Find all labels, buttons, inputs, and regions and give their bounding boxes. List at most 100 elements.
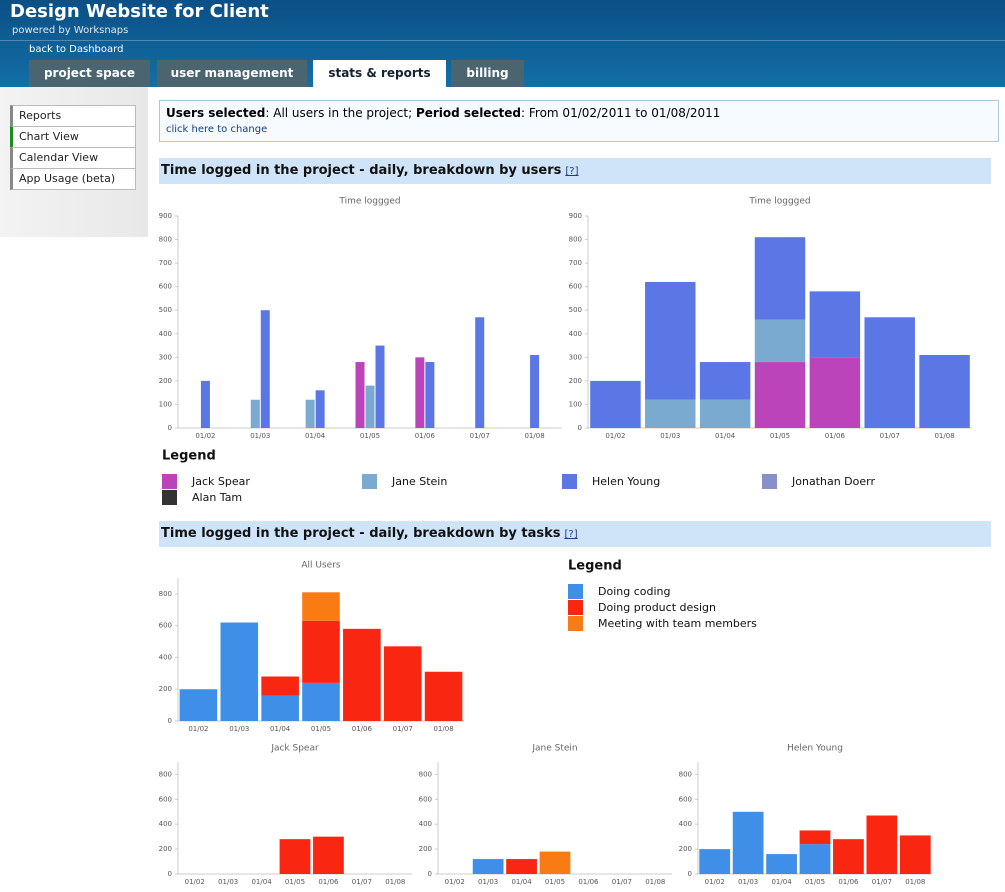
y-tick-label: 600 [679, 795, 692, 803]
help-link[interactable]: [?] [565, 166, 579, 177]
x-tick-label: 01/04 [305, 432, 326, 440]
y-tick-label: 0 [688, 870, 692, 878]
x-tick-label: 01/02 [605, 432, 625, 440]
separator [0, 40, 1005, 41]
y-tick-label: 800 [569, 236, 582, 244]
label: Users selected [166, 106, 266, 120]
bar-segment [220, 622, 259, 721]
bar-segment [732, 811, 764, 874]
bar-segment [179, 689, 218, 721]
legend-swatch [362, 474, 377, 489]
legend-label: Alan Tam [192, 491, 242, 504]
menu-item[interactable]: App Usage (beta) [10, 168, 136, 190]
bar-segment [699, 399, 751, 428]
bar [315, 390, 325, 428]
y-tick-label: 300 [569, 353, 582, 361]
x-tick-label: 01/06 [838, 878, 859, 886]
bar [305, 399, 315, 428]
y-tick-label: 600 [159, 795, 172, 803]
y-tick-label: 200 [569, 377, 582, 385]
y-tick-label: 600 [419, 795, 432, 803]
x-tick-label: 01/07 [880, 432, 900, 440]
legend-label: Jane Stein [391, 475, 447, 488]
bar-segment [899, 835, 931, 874]
y-tick-label: 100 [159, 400, 172, 408]
y-tick-label: 600 [159, 622, 172, 630]
y-tick-label: 200 [159, 845, 172, 853]
bar-segment [809, 357, 861, 428]
bar-segment [754, 362, 806, 428]
y-tick-label: 0 [168, 870, 172, 878]
y-tick-label: 400 [159, 820, 172, 828]
x-tick-label: 01/08 [433, 725, 453, 733]
y-tick-label: 400 [679, 820, 692, 828]
legend-label: Doing coding [598, 585, 670, 598]
y-tick-label: 0 [578, 424, 582, 432]
bar-segment [699, 849, 731, 874]
x-tick-label: 01/02 [445, 878, 465, 886]
x-tick-label: 01/06 [578, 878, 599, 886]
bar-segment [864, 317, 915, 428]
y-tick-label: 400 [419, 820, 432, 828]
x-tick-label: 01/05 [805, 878, 825, 886]
bar-segment [424, 671, 463, 721]
legend-swatch [162, 474, 177, 489]
bar-segment [699, 362, 751, 400]
tab[interactable]: billing [451, 60, 524, 87]
menu-item[interactable]: Reports [10, 105, 136, 127]
x-tick-label: 01/05 [770, 432, 790, 440]
x-tick-label: 01/04 [771, 878, 792, 886]
x-tick-label: 01/06 [352, 725, 373, 733]
bar-segment [809, 291, 861, 358]
y-tick-label: 800 [159, 236, 172, 244]
y-tick-label: 700 [159, 259, 172, 267]
bar-segment [754, 237, 806, 320]
bar-segment [919, 354, 970, 428]
bar-segment [833, 839, 864, 874]
help-link[interactable]: [?] [564, 529, 578, 540]
chart-title: Time loggged [748, 197, 810, 207]
menu-item[interactable]: Calendar View [10, 147, 136, 169]
x-tick-label: 01/05 [360, 432, 380, 440]
tab[interactable]: stats & reports [313, 60, 446, 87]
legend-swatch [162, 490, 177, 505]
x-tick-label: 01/08 [645, 878, 665, 886]
y-tick-label: 500 [569, 306, 582, 314]
text: : All users in the project; [265, 106, 416, 120]
x-tick-label: 01/08 [934, 432, 954, 440]
bar-segment [506, 859, 537, 874]
x-tick-label: 01/04 [251, 878, 272, 886]
y-tick-label: 800 [159, 590, 172, 598]
bar-segment [302, 682, 340, 721]
y-tick-label: 100 [569, 400, 582, 408]
bar-segment [766, 854, 797, 874]
chart-title: Helen Young [787, 744, 843, 754]
y-tick-label: 400 [159, 330, 172, 338]
y-tick-label: 600 [159, 283, 172, 291]
legend-label: Meeting with team members [598, 617, 757, 630]
y-tick-label: 0 [168, 424, 172, 432]
tab[interactable]: user management [157, 60, 307, 87]
bar [260, 310, 270, 428]
tab[interactable]: project space [29, 60, 150, 87]
subtitle: powered by Worksnaps [12, 25, 129, 36]
x-tick-label: 01/03 [660, 432, 680, 440]
x-tick-label: 01/03 [738, 878, 758, 886]
text: : From 01/02/2011 to 01/08/2011 [521, 106, 721, 120]
bar-segment [383, 646, 422, 721]
chart-title: All Users [301, 561, 341, 571]
legend-swatch [568, 584, 583, 599]
y-tick-label: 200 [419, 845, 432, 853]
chart-title: Time loggged [338, 197, 400, 207]
y-tick-label: 800 [679, 770, 692, 778]
x-tick-label: 01/03 [478, 878, 498, 886]
back-link[interactable]: back to Dashboard [29, 44, 124, 55]
x-tick-label: 01/07 [393, 725, 413, 733]
x-tick-label: 01/02 [188, 725, 208, 733]
legend-swatch [562, 474, 577, 489]
x-tick-label: 01/07 [352, 878, 372, 886]
bar-segment [645, 281, 696, 400]
section-header: Time logged in the project - daily, brea… [159, 521, 991, 547]
change-link[interactable]: click here to change [166, 124, 268, 135]
